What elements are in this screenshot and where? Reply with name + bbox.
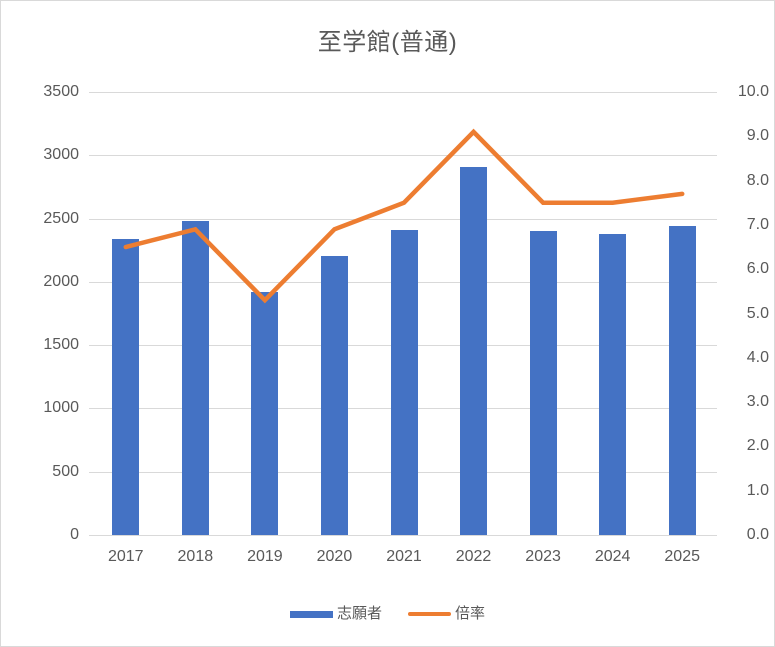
bar xyxy=(668,225,696,535)
legend-item-ratio: 倍率 xyxy=(408,603,485,625)
legend-item-applicants: 志願者 xyxy=(289,603,382,625)
legend-label-applicants: 志願者 xyxy=(336,605,382,622)
gridline xyxy=(89,535,717,536)
left-axis-tick-label: 1500 xyxy=(43,336,79,354)
left-axis-tick-label: 500 xyxy=(52,462,79,480)
x-axis-tick-label: 2025 xyxy=(664,548,700,565)
left-axis-tick-label: 2500 xyxy=(43,209,79,227)
right-axis-tick-label: 1.0 xyxy=(746,481,769,499)
legend: 志願者 倍率 xyxy=(1,603,774,625)
right-axis-tick-label: 7.0 xyxy=(746,215,769,233)
legend-label-ratio: 倍率 xyxy=(455,605,486,622)
bar xyxy=(112,238,140,535)
right-axis-tick-label: 5.0 xyxy=(746,304,769,322)
gridline xyxy=(89,218,717,220)
right-axis-tick-label: 9.0 xyxy=(746,127,769,145)
x-axis-tick-label: 2022 xyxy=(455,548,492,565)
bar xyxy=(599,234,627,535)
left-axis-tick-label: 0 xyxy=(70,526,79,543)
bar-series-swatch-icon xyxy=(289,610,333,618)
right-axis-tick-label: 4.0 xyxy=(746,348,769,366)
x-axis-tick-label: 2019 xyxy=(247,548,283,565)
right-axis-tick-label: 10.0 xyxy=(737,83,769,100)
x-axis-tick-label: 2020 xyxy=(316,548,353,565)
line-series-swatch-icon xyxy=(408,612,451,616)
gridline xyxy=(89,92,717,93)
left-axis-tick-label: 3000 xyxy=(43,146,79,164)
right-axis-tick-label: 3.0 xyxy=(746,393,769,411)
x-axis-tick-label: 2024 xyxy=(594,548,631,565)
line-series xyxy=(123,128,685,304)
gridline xyxy=(89,155,717,157)
right-axis-tick-label: 8.0 xyxy=(746,171,769,189)
x-axis-tick-label: 2017 xyxy=(107,548,144,565)
right-axis-tick-label: 0.0 xyxy=(746,526,769,543)
left-axis-tick-label: 2000 xyxy=(43,272,79,290)
left-axis-tick-label: 3500 xyxy=(43,83,79,100)
line-path xyxy=(123,128,685,304)
right-axis-tick-label: 2.0 xyxy=(746,437,769,455)
x-axis-tick-label: 2023 xyxy=(525,548,561,565)
bar xyxy=(460,166,488,535)
plot-area xyxy=(89,92,717,536)
left-axis-tick-label: 1000 xyxy=(43,399,79,417)
right-axis-tick-label: 6.0 xyxy=(746,260,769,278)
bar xyxy=(390,229,418,535)
x-axis-tick-label: 2021 xyxy=(386,548,422,565)
bar xyxy=(529,230,557,535)
bar xyxy=(320,255,348,535)
bar xyxy=(251,291,279,535)
x-axis-tick-label: 2018 xyxy=(177,548,214,565)
chart-title: 至学館(普通) xyxy=(317,29,458,56)
bar xyxy=(181,221,209,535)
